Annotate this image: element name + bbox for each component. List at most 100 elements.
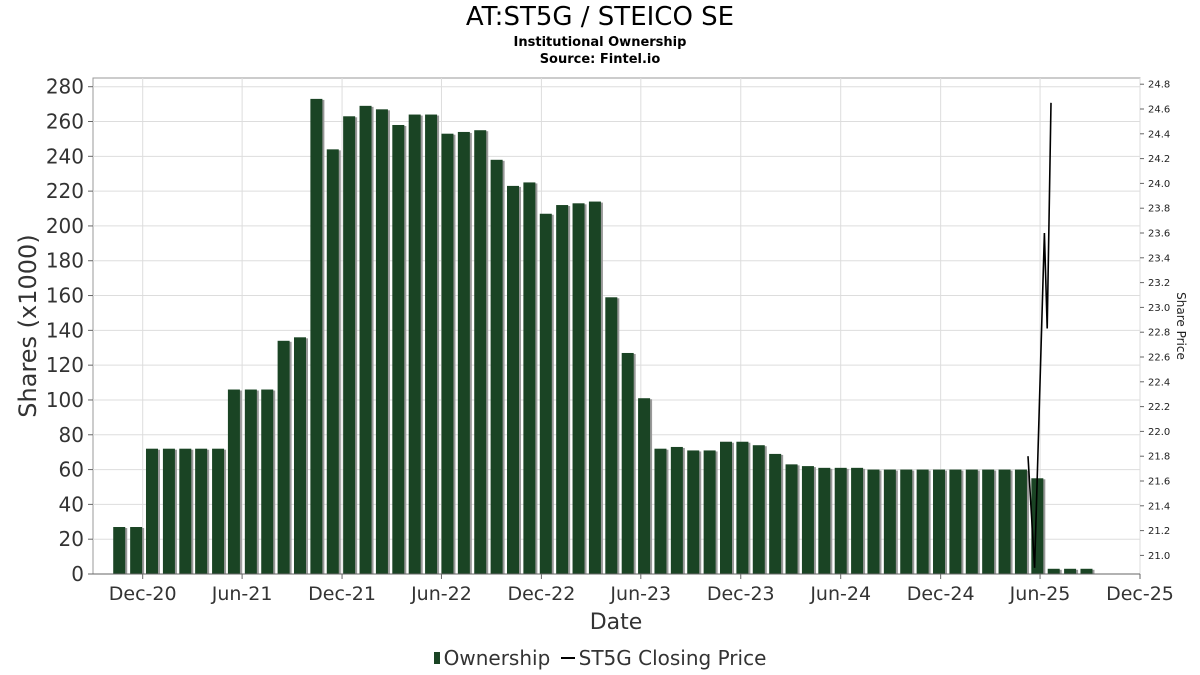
y-tick-label: 220 [46, 179, 84, 203]
y-tick-label: 20 [59, 527, 84, 551]
bar [326, 149, 339, 575]
x-tick-label: Dec-22 [507, 583, 575, 605]
bar [769, 453, 782, 574]
bar [1064, 568, 1077, 574]
legend-item-ownership[interactable]: Ownership [433, 646, 551, 670]
bar [867, 469, 880, 574]
line-swatch [560, 657, 575, 659]
bar [949, 469, 962, 574]
bar [113, 527, 126, 574]
y2-tick-label: 21.2 [1148, 526, 1170, 537]
bar [359, 105, 372, 574]
y2-tick-label: 23.8 [1148, 204, 1170, 215]
bar [670, 446, 683, 574]
y2-tick-label: 24.0 [1148, 179, 1170, 190]
x-tick-label: Jun-21 [211, 583, 273, 605]
bar [227, 389, 240, 574]
y2-tick-label: 24.6 [1148, 105, 1170, 116]
bar [179, 448, 192, 574]
y-tick-label: 100 [46, 388, 84, 412]
y2-tick-label: 24.2 [1148, 154, 1170, 165]
bar [425, 114, 438, 575]
bar [1014, 469, 1027, 574]
y-tick-label: 120 [46, 353, 84, 377]
y-tick-label: 160 [46, 284, 84, 308]
bar [982, 469, 995, 574]
y2-tick-label: 22.0 [1148, 427, 1170, 438]
bar [457, 131, 470, 575]
y2-tick-label: 24.4 [1148, 129, 1170, 140]
bar [965, 469, 978, 574]
bar [1080, 568, 1093, 574]
bar [818, 467, 831, 574]
legend-label-ownership: Ownership [443, 646, 551, 670]
bar [490, 159, 503, 574]
bar [261, 389, 274, 574]
y2-tick-label: 23.0 [1148, 303, 1170, 314]
bar [343, 116, 356, 574]
bar [539, 213, 552, 574]
y2-tick-label: 23.6 [1148, 229, 1170, 240]
y-tick-label: 80 [59, 423, 84, 447]
legend-label-price: ST5G Closing Price [578, 646, 767, 670]
y2-tick-label: 22.6 [1148, 353, 1170, 364]
bar [900, 469, 913, 574]
bar [310, 98, 323, 574]
bar [441, 133, 454, 574]
bar [556, 205, 569, 575]
x-tick-label: Jun-23 [609, 583, 671, 605]
y-axis-label: Shares (x1000) [14, 234, 42, 417]
bar [507, 185, 520, 575]
bar [605, 297, 618, 574]
y2-tick-label: 21.6 [1148, 477, 1170, 488]
y-tick-label: 260 [46, 110, 84, 134]
bar [785, 464, 798, 574]
bar [638, 398, 651, 574]
x-tick-label: Dec-24 [907, 583, 975, 605]
y2-tick-label: 21.0 [1148, 551, 1170, 562]
bar [883, 469, 896, 574]
bar [293, 337, 306, 574]
legend: Ownership ST5G Closing Price [0, 646, 1200, 670]
x-tick-label: Dec-20 [109, 583, 177, 605]
x-tick-label: Dec-23 [707, 583, 775, 605]
bar [720, 441, 733, 574]
price-line [1027, 102, 1052, 568]
bar [572, 203, 585, 574]
x-tick-label: Jun-22 [410, 583, 472, 605]
bar [801, 466, 814, 574]
x-tick-label: Jun-24 [809, 583, 871, 605]
y-tick-label: 0 [71, 562, 84, 586]
bar [392, 124, 405, 574]
bar [244, 389, 257, 574]
y2-tick-label: 22.4 [1148, 377, 1170, 388]
bar [851, 467, 864, 574]
y-tick-label: 280 [46, 75, 84, 99]
bar [654, 448, 667, 574]
bar-swatch [433, 652, 440, 664]
y2-tick-label: 21.8 [1148, 452, 1170, 463]
y2-tick-label: 24.8 [1148, 80, 1170, 91]
y-tick-label: 200 [46, 214, 84, 238]
bar [212, 448, 225, 574]
x-tick-label: Dec-25 [1106, 583, 1174, 605]
chart-source: Source: Fintel.io [539, 52, 661, 67]
bar [474, 130, 487, 575]
y2-tick-label: 23.2 [1148, 278, 1170, 289]
y2-tick-label: 22.2 [1148, 402, 1170, 413]
bar [145, 448, 158, 574]
y-tick-label: 60 [59, 458, 84, 482]
y2-tick-label: 22.8 [1148, 328, 1170, 339]
legend-item-price[interactable]: ST5G Closing Price [560, 646, 767, 670]
bar [375, 109, 388, 574]
bar [523, 182, 536, 574]
bar [703, 450, 716, 574]
bar [162, 448, 175, 574]
bar [130, 527, 143, 574]
chart-title: AT:ST5G / STEICO SE [465, 2, 735, 32]
x-axis-label: Date [590, 610, 643, 635]
y2-tick-label: 21.4 [1148, 501, 1170, 512]
bar [588, 201, 601, 574]
y2-tick-label: 23.4 [1148, 253, 1170, 264]
